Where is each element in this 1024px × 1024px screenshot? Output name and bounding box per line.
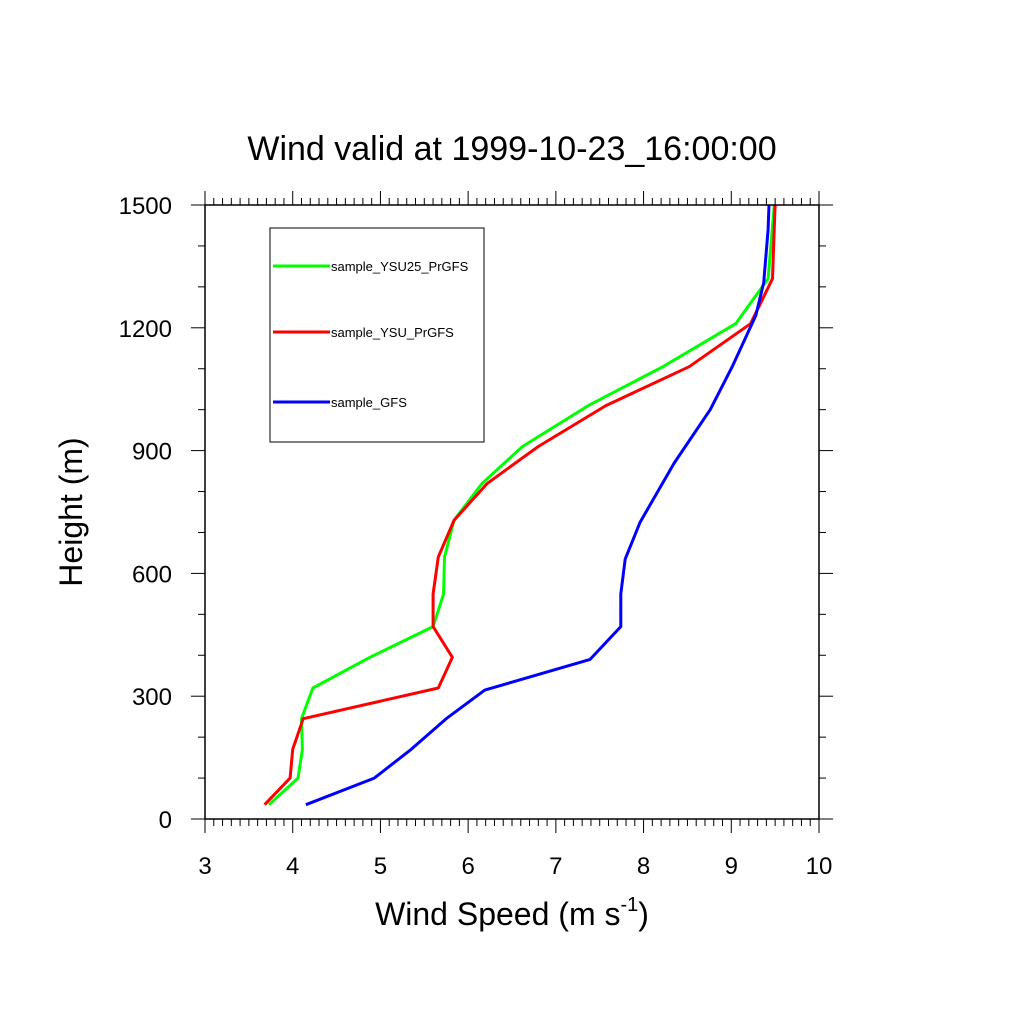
- x-tick-label: 9: [725, 853, 738, 880]
- y-axis-label: Height (m): [53, 437, 89, 586]
- data-series: [263, 204, 777, 807]
- series-line-sample_GFS: [305, 204, 771, 807]
- x-tick-label: 5: [374, 853, 387, 880]
- y-tick-label: 1200: [119, 316, 172, 343]
- x-tick-label: 4: [286, 853, 299, 880]
- x-tick-label: 6: [461, 853, 474, 880]
- legend-label: sample_YSU25_PrGFS: [331, 259, 469, 274]
- series-line-sample_YSU25_PrGFS: [267, 204, 776, 806]
- x-tick-label: 10: [806, 853, 833, 880]
- y-tick-label: 1500: [119, 193, 172, 220]
- x-tick-label: 3: [198, 853, 211, 880]
- y-tick-label: 600: [132, 561, 172, 588]
- x-axis-label-main: Wind Speed (m s: [375, 896, 620, 932]
- plot-frame: [204, 204, 820, 820]
- legend: sample_YSU25_PrGFS sample_YSU_PrGFSsample…: [269, 227, 485, 443]
- legend-label: sample_YSU_PrGFS: [331, 325, 454, 340]
- series-line-sample_YSU_PrGFS: [263, 204, 777, 806]
- y-tick-label: 900: [132, 439, 172, 466]
- x-tick-label: 7: [549, 853, 562, 880]
- legend-box: [269, 227, 485, 443]
- x-tick-label: 8: [637, 853, 650, 880]
- legend-label: sample_GFS: [331, 395, 407, 410]
- x-axis-label-suffix: ): [638, 896, 649, 932]
- x-axis-label: Wind Speed (m s-1): [375, 894, 649, 932]
- y-tick-label: 0: [159, 807, 172, 834]
- y-tick-label: 300: [132, 684, 172, 711]
- x-axis-label-superscript: -1: [620, 894, 638, 916]
- chart-title: Wind valid at 1999-10-23_16:00:00: [247, 130, 776, 168]
- axis-ticks: 3 4 5 6 7 8 9 10 0 300 600 900 1200 1500: [119, 191, 833, 880]
